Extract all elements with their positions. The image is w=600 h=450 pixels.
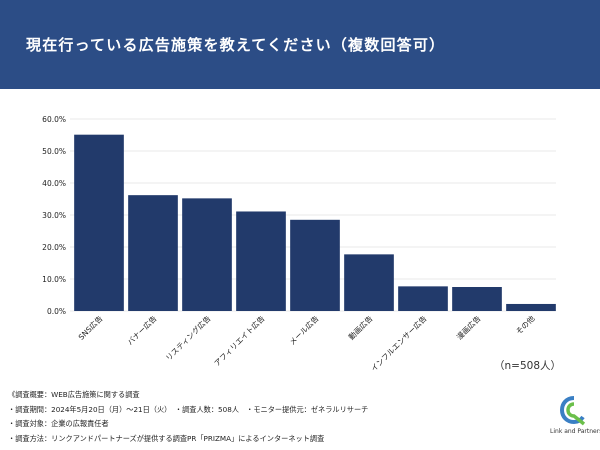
chart-area: 0.0% 10.0% 20.0% 30.0% 40.0% 50.0% 60.0% SNS広告バ…	[0, 105, 600, 385]
y-tick-label: 50.0%	[42, 147, 66, 156]
survey-period-line: ・調査期間：2024年5月20日（月）～21日（火） ・調査人数：508人 ・モ…	[8, 404, 369, 414]
y-tick-label: 20.0%	[42, 243, 66, 252]
y-tick-label: 10.0%	[42, 275, 66, 284]
bar	[344, 254, 394, 311]
sample-size-note: （n=508人）	[494, 360, 561, 372]
x-tick-label: メール広告	[287, 313, 321, 347]
bar	[452, 287, 502, 311]
y-tick-label: 60.0%	[42, 115, 66, 124]
x-tick-label: アフィリエイト広告	[212, 313, 267, 368]
y-tick-label: 30.0%	[42, 211, 66, 220]
logo-mark-icon	[560, 396, 586, 426]
bar-chart: 0.0% 10.0% 20.0% 30.0% 40.0% 50.0% 60.0% SNS広告バ…	[42, 115, 556, 373]
bar	[398, 286, 448, 311]
bar	[182, 198, 232, 311]
bar	[74, 134, 124, 311]
x-tick-label: リスティング広告	[163, 313, 213, 363]
x-tick-label: 漫画広告	[454, 313, 483, 342]
header-banner: 現在行っている広告施策を教えてください（複数回答可）	[0, 0, 600, 89]
x-tick-label: バナー広告	[125, 313, 159, 347]
bar	[128, 195, 178, 311]
page-title: 現在行っている広告施策を教えてください（複数回答可）	[26, 36, 446, 54]
logo-text: Link and Partners	[550, 428, 600, 435]
x-tick-label: インフルエンサー広告	[368, 313, 428, 373]
x-tick-label: その他	[513, 313, 536, 336]
survey-title-line: 《調査概要：WEB広告施策に関する調査	[8, 390, 140, 399]
y-tick-label: 0.0%	[47, 307, 66, 316]
bar	[506, 303, 556, 311]
x-tick-label: 動画広告	[346, 313, 375, 342]
y-tick-label: 40.0%	[42, 179, 66, 188]
bar	[236, 211, 286, 311]
x-tick-label: SNS広告	[76, 313, 105, 342]
company-logo: Link and Partners	[550, 396, 600, 444]
survey-summary: 《調査概要：WEB広告施策に関する調査 ・調査期間：2024年5月20日（月）～…	[8, 388, 528, 446]
bar	[290, 219, 340, 311]
survey-method-line: ・調査方法：リンクアンドパートナーズが提供する調査PR「PRIZMA」によるイン…	[8, 433, 325, 443]
survey-target-line: ・調査対象：企業の広報責任者	[8, 419, 109, 428]
